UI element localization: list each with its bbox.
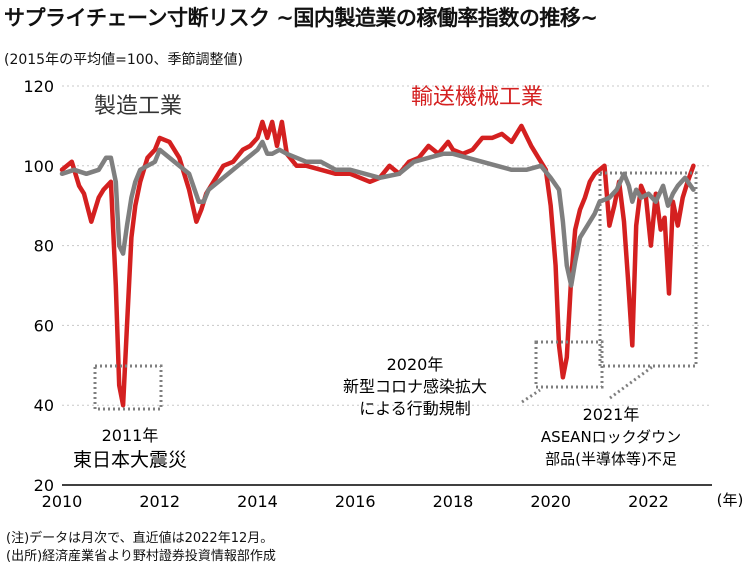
y-tick-label: 100 bbox=[23, 157, 54, 176]
footnotes: (注)データは月次で、直近値は2022年12月。 (出所)経済産業省より野村證券… bbox=[6, 530, 276, 566]
annotation-2011: 2011年 東日本大震災 bbox=[73, 426, 187, 471]
y-tick-label: 40 bbox=[34, 396, 54, 415]
annotation-2021-line3: 部品(半導体等)不足 bbox=[545, 450, 677, 468]
y-tick-label: 80 bbox=[34, 237, 54, 256]
x-tick-label: 2022 bbox=[628, 492, 669, 511]
annotation-2020-line1: 2020年 bbox=[387, 355, 444, 374]
annotation-connector-2021 bbox=[609, 365, 653, 400]
footnote-note: (注)データは月次で、直近値は2022年12月。 bbox=[6, 531, 274, 546]
annotation-2021-line1: 2021年 bbox=[583, 405, 640, 424]
annotation-box-2021 bbox=[598, 171, 698, 368]
y-tick-labels: 20 40 60 80 100 120 bbox=[23, 77, 54, 495]
x-tick-label: 2018 bbox=[433, 492, 474, 511]
annotation-2020-line3: による行動規制 bbox=[359, 399, 471, 418]
series-lines bbox=[59, 119, 696, 408]
x-tick-label: 2020 bbox=[530, 492, 571, 511]
annotation-2021-line2: ASEANロックダウン bbox=[541, 428, 681, 446]
x-tick-label: 2016 bbox=[335, 492, 376, 511]
x-tick-labels: 2010 2012 2014 2016 2018 2020 2022 bbox=[42, 492, 669, 511]
annotation-box-2011 bbox=[93, 364, 163, 411]
x-tick-label: 2010 bbox=[42, 492, 83, 511]
series-line-transport-machinery bbox=[59, 119, 696, 408]
annotation-2011-line1: 2011年 bbox=[102, 426, 159, 445]
annotation-2020-line2: 新型コロナ感染拡大 bbox=[343, 377, 487, 396]
y-tick-label: 60 bbox=[34, 316, 54, 335]
annotation-connector-2020 bbox=[521, 388, 541, 404]
series-line-manufacturing bbox=[59, 139, 696, 288]
y-tick-label: 120 bbox=[23, 77, 54, 96]
x-tick-label: 2012 bbox=[139, 492, 180, 511]
annotation-2011-line2: 東日本大震災 bbox=[73, 449, 187, 471]
chart-title: サプライチェーン寸断リスク ~国内製造業の稼働率指数の推移~ bbox=[4, 6, 598, 30]
y-tick-label: 20 bbox=[34, 476, 54, 495]
annotation-2020: 2020年 新型コロナ感染拡大 による行動規制 bbox=[343, 355, 487, 418]
y-axis-unit-label: (2015年の平均値=100、季節調整値) bbox=[4, 52, 244, 68]
annotation-2021: 2021年 ASEANロックダウン 部品(半導体等)不足 bbox=[541, 405, 681, 468]
series-label-transport: 輸送機械工業 bbox=[411, 85, 543, 110]
x-tick-label: 2014 bbox=[237, 492, 278, 511]
x-axis-label: (年) bbox=[717, 491, 744, 509]
footnote-source: (出所)経済産業省より野村證券投資情報部作成 bbox=[6, 549, 276, 564]
series-label-manufacturing: 製造工業 bbox=[94, 94, 182, 119]
